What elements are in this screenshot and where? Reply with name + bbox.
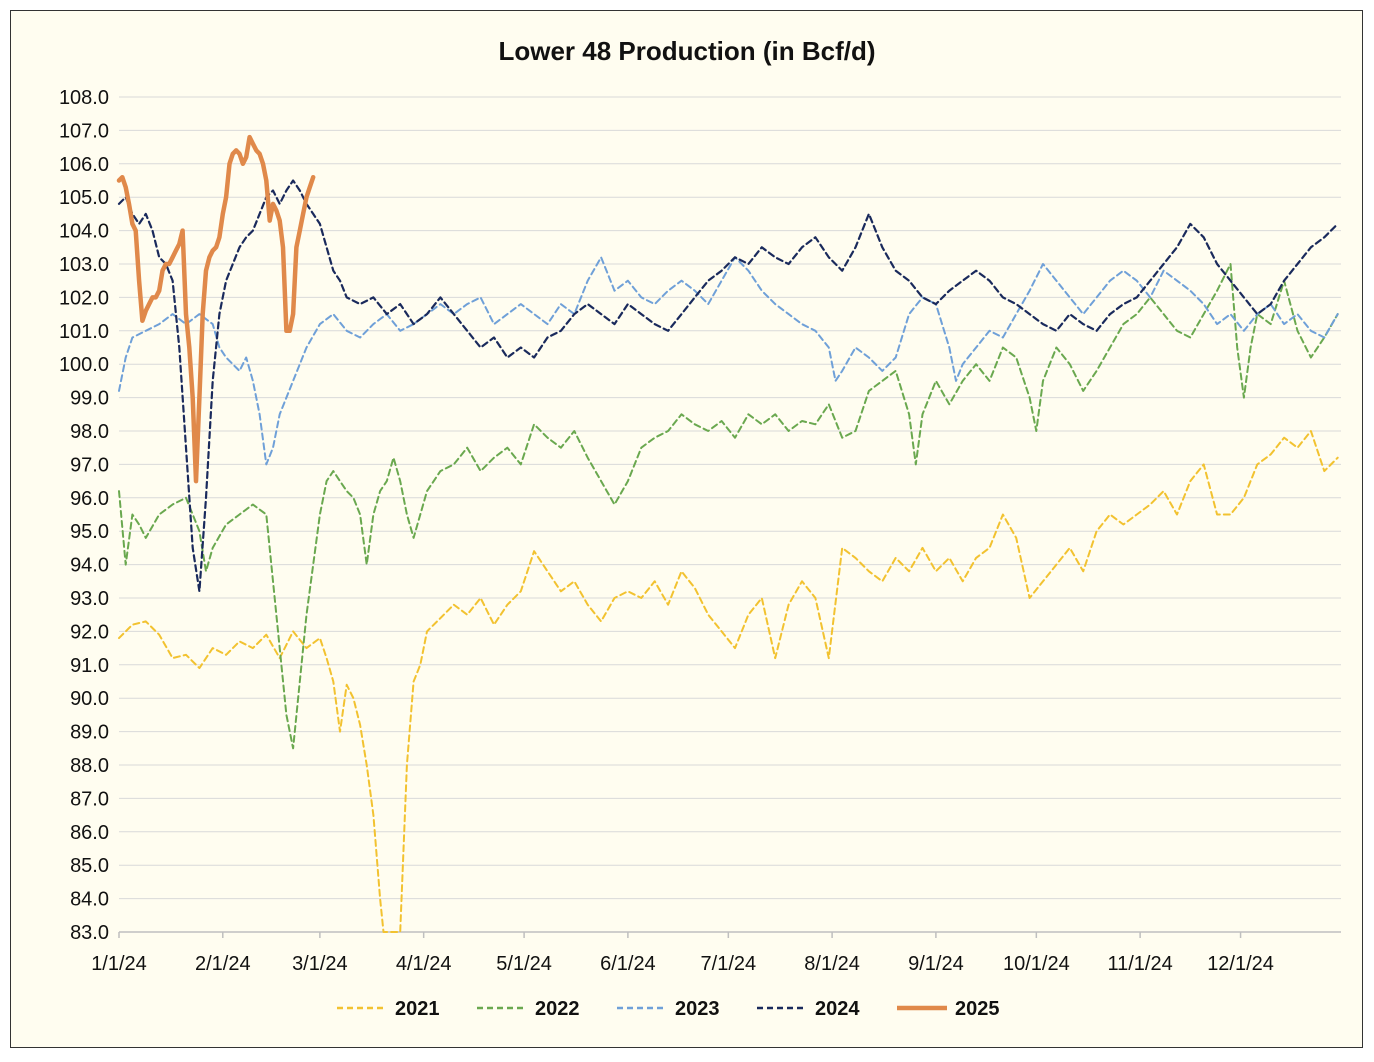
- series-line-2025: [116, 134, 316, 484]
- series-line-2024: [117, 179, 1339, 593]
- x-tick-label: 8/1/24: [804, 953, 860, 975]
- y-tick-label: 91.0: [70, 655, 109, 677]
- y-tick-label: 83.0: [70, 922, 109, 944]
- chart-title: Lower 48 Production (in Bcf/d): [498, 36, 875, 66]
- legend: 2021 2022 2023 2024 2025: [337, 998, 1000, 1020]
- x-tick-label: 7/1/24: [701, 953, 757, 975]
- x-axis-ticks: 1/1/24 2/1/24 3/1/24 4/1/24 5/1/24 6/1/24 7/1/…: [91, 932, 1274, 975]
- legend-label: 2024: [815, 998, 860, 1020]
- y-tick-label: 106.0: [59, 154, 109, 176]
- series-line-2022: [118, 263, 1339, 750]
- y-tick-label: 96.0: [70, 488, 109, 510]
- y-tick-label: 107.0: [59, 120, 109, 142]
- x-tick-label: 3/1/24: [292, 953, 348, 975]
- y-tick-label: 92.0: [70, 621, 109, 643]
- y-tick-label: 93.0: [70, 588, 109, 610]
- series-lines: [116, 134, 1339, 933]
- y-tick-label: 85.0: [70, 855, 109, 877]
- series-line-2021: [118, 430, 1339, 933]
- y-tick-label: 98.0: [70, 421, 109, 443]
- y-tick-label: 108.0: [59, 87, 109, 109]
- y-tick-label: 95.0: [70, 521, 109, 543]
- y-tick-label: 84.0: [70, 889, 109, 911]
- y-axis-ticks: 108.0 107.0 106.0 105.0 104.0 103.0 102.0 101.0…: [59, 87, 109, 944]
- x-tick-label: 10/1/24: [1003, 953, 1070, 975]
- y-tick-label: 97.0: [70, 454, 109, 476]
- y-tick-label: 88.0: [70, 755, 109, 777]
- x-tick-label: 9/1/24: [908, 953, 964, 975]
- line-chart: Lower 48 Production (in Bcf/d) 108.0 107.…: [59, 36, 1341, 1020]
- y-tick-label: 105.0: [59, 187, 109, 209]
- x-tick-label: 1/1/24: [91, 953, 147, 975]
- y-tick-label: 86.0: [70, 822, 109, 844]
- y-tick-label: 104.0: [59, 221, 109, 243]
- y-tick-label: 103.0: [59, 254, 109, 276]
- legend-label: 2023: [675, 998, 720, 1020]
- x-tick-label: 5/1/24: [496, 953, 552, 975]
- legend-label: 2022: [535, 998, 580, 1020]
- y-tick-label: 100.0: [59, 354, 109, 376]
- legend-label: 2021: [395, 998, 440, 1020]
- x-tick-label: 4/1/24: [396, 953, 452, 975]
- gridlines: [119, 96, 1341, 933]
- y-tick-label: 90.0: [70, 688, 109, 710]
- y-tick-label: 89.0: [70, 722, 109, 744]
- x-tick-label: 6/1/24: [600, 953, 656, 975]
- x-tick-label: 12/1/24: [1207, 953, 1274, 975]
- x-tick-label: 2/1/24: [195, 953, 251, 975]
- y-tick-label: 102.0: [59, 287, 109, 309]
- series-line-2023: [118, 256, 1339, 466]
- chart-frame: Lower 48 Production (in Bcf/d) 108.0 107.…: [10, 10, 1363, 1048]
- y-tick-label: 94.0: [70, 555, 109, 577]
- y-tick-label: 87.0: [70, 788, 109, 810]
- y-tick-label: 101.0: [59, 321, 109, 343]
- y-tick-label: 99.0: [70, 388, 109, 410]
- legend-label: 2025: [955, 998, 1000, 1020]
- x-tick-label: 11/1/24: [1107, 953, 1172, 975]
